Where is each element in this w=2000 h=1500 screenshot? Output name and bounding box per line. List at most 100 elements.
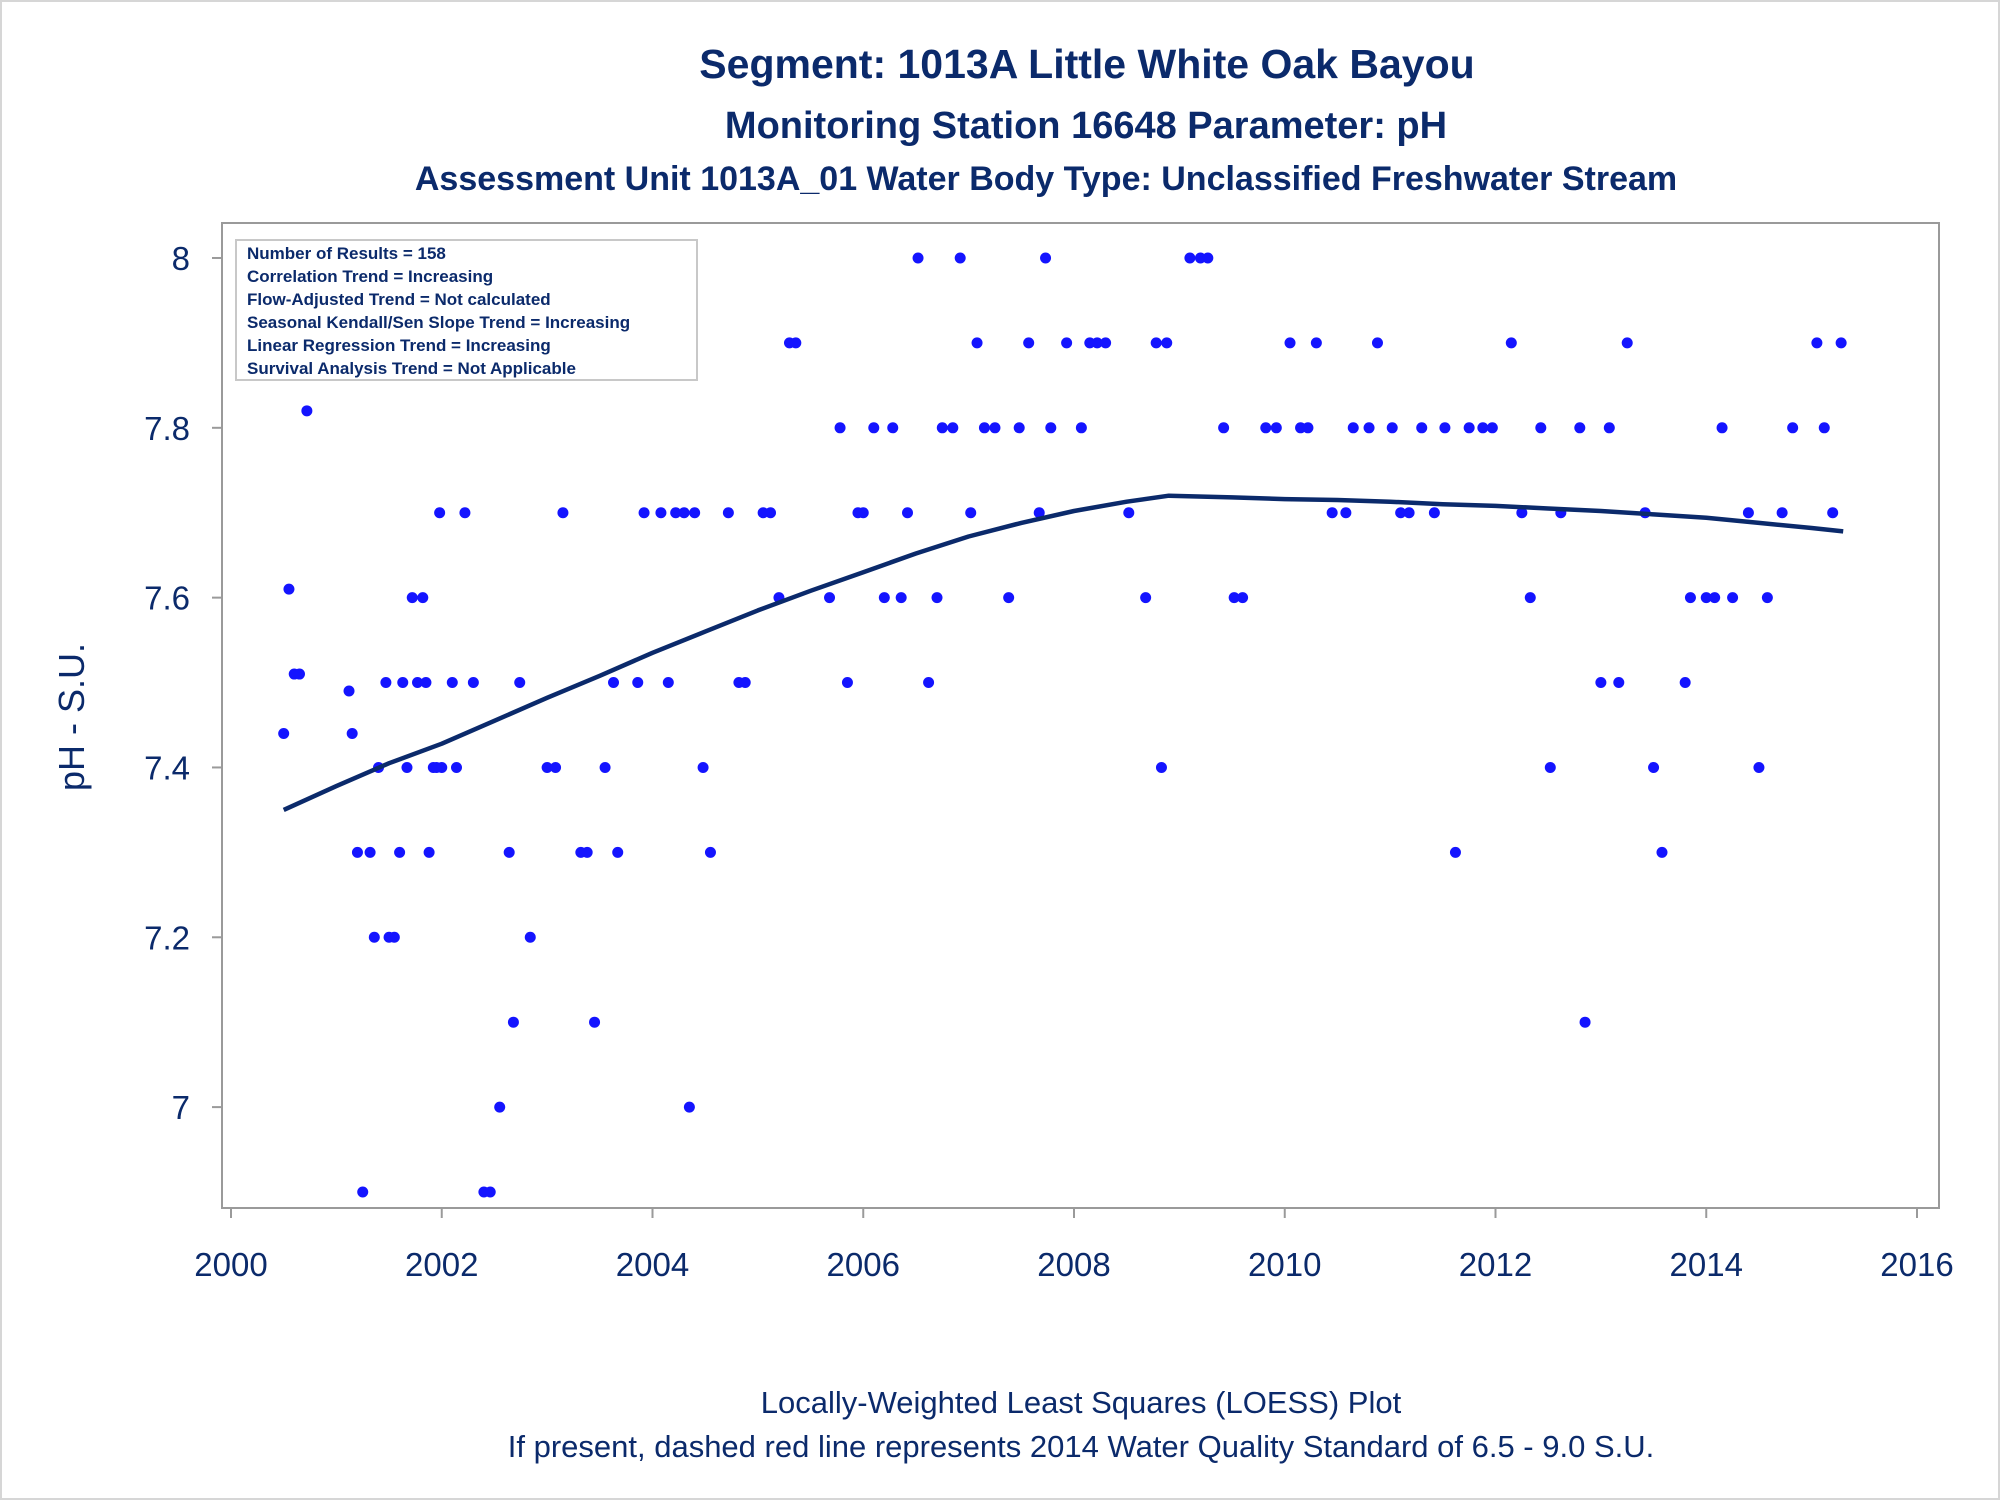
data-point [589, 1016, 601, 1028]
data-point [343, 685, 355, 697]
data-point [765, 507, 777, 519]
data-point [1684, 592, 1696, 604]
data-point [902, 507, 914, 519]
data-point [670, 507, 682, 519]
data-point [989, 422, 1001, 434]
stats-line: Linear Regression Trend = Increasing [247, 336, 551, 355]
data-point [1228, 592, 1240, 604]
data-point [1023, 337, 1035, 349]
data-point [420, 677, 432, 689]
data-point [978, 422, 990, 434]
data-point [1811, 337, 1823, 349]
stats-line: Seasonal Kendall/Sen Slope Trend = Incre… [247, 313, 630, 332]
data-point [878, 592, 890, 604]
data-point [612, 846, 624, 858]
y-tick-label: 7.6 [144, 580, 190, 617]
data-point [1040, 252, 1052, 264]
data-point [1544, 761, 1556, 773]
loess-line-group [282, 493, 1844, 812]
data-point [608, 677, 620, 689]
data-point [494, 1101, 506, 1113]
data-point [541, 761, 553, 773]
data-point [1827, 507, 1839, 519]
loess-line [282, 493, 1844, 812]
data-points [278, 252, 1847, 1198]
data-point [417, 592, 429, 604]
x-tick-label: 2014 [1670, 1246, 1743, 1283]
chart-title: Segment: 1013A Little White Oak Bayou [699, 41, 1474, 87]
data-point [655, 507, 667, 519]
data-point [1818, 422, 1830, 434]
data-point [834, 422, 846, 434]
data-point [790, 337, 802, 349]
data-point [704, 846, 716, 858]
data-point [1371, 337, 1383, 349]
data-point [1260, 422, 1272, 434]
stats-line: Correlation Trend = Increasing [247, 267, 493, 286]
footnote-loess: Locally-Weighted Least Squares (LOESS) P… [761, 1385, 1402, 1420]
data-point [1270, 422, 1282, 434]
data-point [1184, 252, 1196, 264]
data-point [1679, 677, 1691, 689]
data-point [912, 252, 924, 264]
data-point [346, 727, 358, 739]
data-point [283, 583, 295, 595]
data-point [1439, 422, 1451, 434]
data-point [1516, 507, 1528, 519]
data-point [1150, 337, 1162, 349]
data-point [1416, 422, 1428, 434]
data-point [550, 761, 562, 773]
data-point [923, 677, 935, 689]
data-point [1091, 337, 1103, 349]
data-point [895, 592, 907, 604]
data-point [436, 761, 448, 773]
data-point [1033, 507, 1045, 519]
x-tick-label: 2016 [1880, 1246, 1953, 1283]
data-point [1347, 422, 1359, 434]
x-tick-label: 2008 [1037, 1246, 1110, 1283]
data-point [423, 846, 435, 858]
data-point [1140, 592, 1152, 604]
data-point [1161, 337, 1173, 349]
plot-area [221, 222, 1940, 1209]
data-point [467, 677, 479, 689]
data-point [678, 507, 690, 519]
data-point [412, 677, 424, 689]
data-point [739, 677, 751, 689]
data-point [1100, 337, 1112, 349]
data-point [1579, 1016, 1591, 1028]
data-point [388, 931, 400, 943]
data-point [1535, 422, 1547, 434]
data-point [1753, 761, 1765, 773]
y-tick-label: 8 [172, 240, 190, 277]
data-point [1123, 507, 1135, 519]
data-point [1742, 507, 1754, 519]
x-tick-label: 2004 [616, 1246, 689, 1283]
data-point [1155, 761, 1167, 773]
data-point [301, 405, 313, 417]
data-point [1613, 677, 1625, 689]
data-point [357, 1186, 369, 1198]
data-point [1386, 422, 1398, 434]
data-point [971, 337, 983, 349]
data-point [1326, 507, 1338, 519]
data-point [683, 1101, 695, 1113]
y-tick-label: 7 [172, 1089, 190, 1126]
data-point [1395, 507, 1407, 519]
data-point [1003, 592, 1015, 604]
x-axis: 2000 2002 2004 2006 2008 2010 2012 2014 2016 [194, 1208, 1954, 1283]
data-point [1761, 592, 1773, 604]
data-point [459, 507, 471, 519]
data-point [401, 761, 413, 773]
x-tick-label: 2006 [827, 1246, 900, 1283]
data-point [1075, 422, 1087, 434]
data-point [1595, 677, 1607, 689]
data-point [557, 507, 569, 519]
data-point [1403, 507, 1415, 519]
data-point [1648, 761, 1660, 773]
data-point [931, 592, 943, 604]
data-point [581, 846, 593, 858]
data-point [1727, 592, 1739, 604]
data-point [507, 1016, 519, 1028]
